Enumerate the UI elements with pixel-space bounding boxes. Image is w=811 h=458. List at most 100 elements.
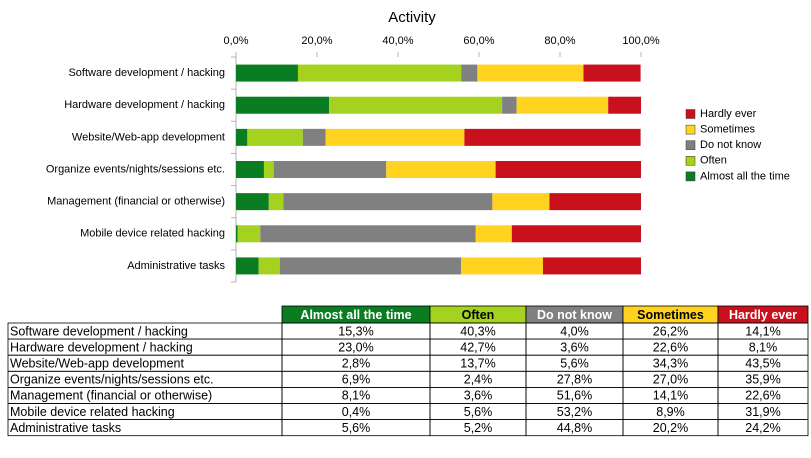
- bar-segment: [283, 193, 493, 211]
- x-tick-label: 80,0%: [544, 35, 575, 47]
- table-row-label: Management (financial or otherwise): [10, 389, 212, 403]
- legend-label: Often: [700, 155, 727, 167]
- x-tick-label: 100,0%: [622, 35, 660, 47]
- table-value: 44,8%: [557, 421, 592, 435]
- table-value: 4,0%: [560, 324, 589, 338]
- bar-segment: [464, 128, 641, 146]
- table-value: 2,8%: [342, 357, 371, 371]
- bar-segment: [260, 225, 476, 243]
- bar-segment: [268, 193, 284, 211]
- legend-label: Hardly ever: [700, 108, 757, 120]
- table-value: 5,6%: [342, 421, 371, 435]
- table-value: 3,6%: [464, 389, 493, 403]
- table-value: 14,1%: [653, 389, 688, 403]
- category-label: Software development / hacking: [68, 67, 225, 79]
- table-header-label: Hardly ever: [729, 308, 797, 322]
- table-value: 0,4%: [342, 405, 371, 419]
- table-value: 6,9%: [342, 373, 371, 387]
- bar-segment: [461, 257, 543, 275]
- legend-swatch: [685, 156, 696, 166]
- x-tick-label: 60,0%: [463, 35, 494, 47]
- table-value: 43,5%: [745, 357, 780, 371]
- x-tick-label: 20,0%: [301, 35, 332, 47]
- bar-segment: [236, 96, 330, 114]
- legend-swatch: [685, 140, 696, 150]
- table-cell: [717, 419, 809, 437]
- table-header-label: Sometimes: [637, 308, 704, 322]
- bar-segment: [542, 257, 641, 275]
- table-value: 35,9%: [745, 373, 780, 387]
- table-value: 5,6%: [464, 405, 493, 419]
- table-value: 2,4%: [464, 373, 493, 387]
- bar-segment: [386, 161, 496, 178]
- table-header-label: Do not know: [537, 308, 612, 322]
- table-value: 20,2%: [653, 421, 688, 435]
- category-label: Organize events/nights/sessions etc.: [46, 163, 225, 175]
- legend-swatch: [685, 124, 696, 135]
- table-value: 5,2%: [464, 421, 493, 435]
- bar-segment: [502, 96, 517, 114]
- bar-segment: [549, 193, 641, 211]
- table-value: 5,6%: [560, 357, 589, 371]
- table-row-label: Administrative tasks: [10, 421, 121, 435]
- table-value: 8,9%: [656, 405, 685, 419]
- bar-segment: [325, 128, 465, 146]
- table-row-label: Website/Web-app development: [10, 357, 184, 371]
- table-header-label: Almost all the time: [300, 308, 411, 322]
- table-value: 15,3%: [338, 324, 373, 338]
- bar-segment: [477, 64, 584, 82]
- table-value: 26,2%: [653, 324, 688, 338]
- bar-segment: [263, 161, 274, 178]
- table-value: 40,3%: [460, 324, 495, 338]
- table-row-label: Mobile device related hacking: [10, 405, 175, 419]
- bar-segment: [236, 128, 248, 146]
- legend-swatch: [685, 171, 696, 182]
- legend-label: Do not know: [700, 139, 761, 151]
- bar-segment: [495, 161, 641, 178]
- chart-title: Activity: [388, 9, 436, 26]
- bar-segment: [516, 96, 609, 114]
- table-value: 24,2%: [745, 421, 780, 435]
- bar-segment: [279, 257, 462, 275]
- bar-segment: [461, 64, 478, 82]
- table-value: 51,6%: [557, 389, 592, 403]
- bar-segment: [236, 257, 259, 275]
- table-value: 27,0%: [653, 373, 688, 387]
- table-header-label: Often: [462, 308, 495, 322]
- table-value: 31,9%: [745, 405, 780, 419]
- table-value: 23,0%: [338, 340, 373, 354]
- legend-swatch: [685, 109, 696, 119]
- category-label: Administrative tasks: [127, 260, 225, 272]
- bar-segment: [297, 64, 462, 82]
- category-label: Management (financial or otherwise): [47, 196, 225, 208]
- table-value: 13,7%: [460, 357, 495, 371]
- category-label: Mobile device related hacking: [80, 228, 225, 240]
- table-row-label: Hardware development / hacking: [10, 340, 193, 354]
- table-value: 22,6%: [745, 389, 780, 403]
- legend-label: Sometimes: [700, 124, 756, 136]
- bar-segment: [258, 257, 280, 275]
- bar-segment: [236, 161, 264, 178]
- bar-segment: [475, 225, 512, 243]
- table-value: 8,1%: [749, 340, 778, 354]
- bar-segment: [236, 193, 269, 211]
- table-value: 3,6%: [560, 340, 589, 354]
- category-label: Website/Web-app development: [72, 131, 225, 143]
- bar-segment: [236, 225, 238, 243]
- table-value: 34,3%: [653, 357, 688, 371]
- table-value: 22,6%: [653, 340, 688, 354]
- bar-segment: [511, 225, 641, 243]
- bar-segment: [492, 193, 550, 211]
- legend-label: Almost all the time: [700, 170, 790, 182]
- bar-segment: [237, 225, 261, 243]
- x-tick-label: 0,0%: [223, 35, 248, 47]
- bar-segment: [273, 161, 387, 178]
- bar-segment: [236, 64, 298, 82]
- table-value: 14,1%: [745, 324, 780, 338]
- table-value: 42,7%: [460, 340, 495, 354]
- bar-segment: [247, 128, 303, 146]
- table-value: 53,2%: [557, 405, 592, 419]
- bar-segment: [329, 96, 503, 114]
- bar-segment: [302, 128, 326, 146]
